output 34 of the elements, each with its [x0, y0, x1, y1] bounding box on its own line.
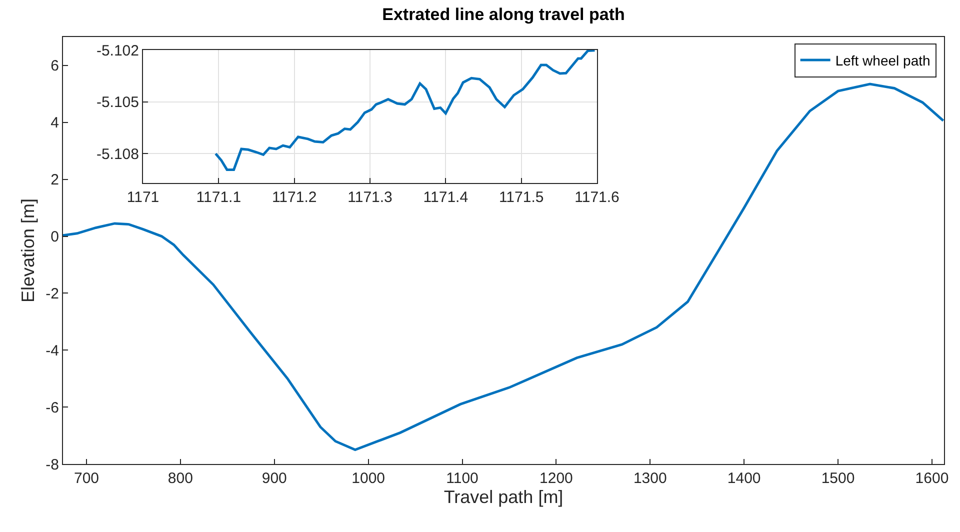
x-tick-label: 900: [262, 470, 287, 487]
x-tick-label: 800: [168, 470, 193, 487]
y-tick-label: -4: [46, 342, 59, 360]
y-tick-label: -6: [46, 399, 59, 416]
x-tick-label: 700: [74, 470, 100, 487]
x-tick-label: 1171.6: [574, 189, 620, 206]
x-tick-label: 1171: [126, 189, 160, 206]
y-tick-label: -2: [46, 285, 59, 302]
chart-title: Extrated line along travel path: [382, 4, 625, 24]
y-axis-title: Elevation [m]: [18, 198, 38, 303]
x-tick-label: 1200: [540, 470, 573, 487]
legend-label: Left wheel path: [835, 52, 930, 68]
y-tick-label: -5.108: [96, 146, 139, 163]
x-tick-label: 1171.5: [498, 189, 544, 206]
x-tick-label: 1600: [915, 470, 949, 487]
x-tick-label: 1500: [821, 470, 855, 487]
y-tick-label: 2: [50, 172, 59, 189]
y-tick-label: 4: [50, 114, 59, 132]
y-tick-label: 6: [50, 58, 59, 75]
x-axis-title: Travel path [m]: [444, 487, 564, 508]
y-tick-label: -5.102: [96, 42, 139, 60]
x-tick-label: 1400: [727, 470, 761, 487]
y-tick-label: 0: [50, 228, 59, 246]
x-tick-label: 1171.4: [423, 189, 468, 206]
y-tick-label: -5.105: [96, 94, 139, 112]
x-tick-label: 1000: [352, 470, 386, 487]
line-series: [214, 50, 596, 171]
x-tick-label: 1171.3: [348, 189, 392, 206]
x-tick-label: 1300: [633, 470, 667, 487]
x-tick-label: 1100: [446, 470, 478, 487]
x-tick-label: 1171.1: [196, 189, 242, 206]
line-series: [63, 82, 944, 452]
y-tick-label: -8: [46, 456, 59, 474]
x-tick-label: 1171.2: [272, 189, 317, 206]
